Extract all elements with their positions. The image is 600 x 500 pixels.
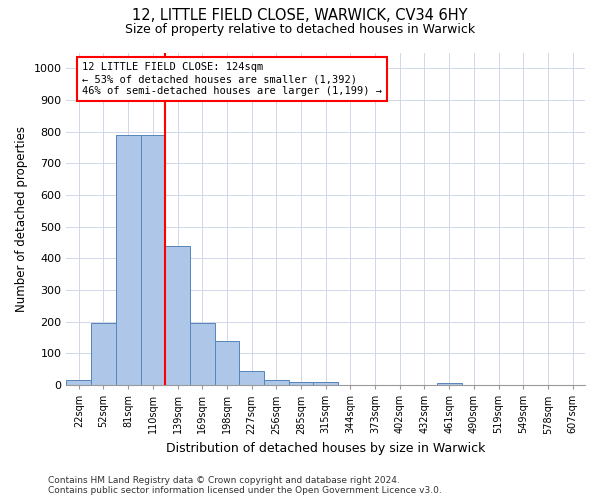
X-axis label: Distribution of detached houses by size in Warwick: Distribution of detached houses by size … xyxy=(166,442,485,455)
Bar xyxy=(239,371,264,385)
Text: 12 LITTLE FIELD CLOSE: 124sqm
← 53% of detached houses are smaller (1,392)
46% o: 12 LITTLE FIELD CLOSE: 124sqm ← 53% of d… xyxy=(82,62,382,96)
Bar xyxy=(313,382,338,385)
Bar xyxy=(67,380,91,385)
Bar xyxy=(190,324,215,385)
Text: Size of property relative to detached houses in Warwick: Size of property relative to detached ho… xyxy=(125,22,475,36)
Text: Contains HM Land Registry data © Crown copyright and database right 2024.
Contai: Contains HM Land Registry data © Crown c… xyxy=(48,476,442,495)
Bar xyxy=(289,382,313,385)
Text: 12, LITTLE FIELD CLOSE, WARWICK, CV34 6HY: 12, LITTLE FIELD CLOSE, WARWICK, CV34 6H… xyxy=(132,8,468,22)
Bar xyxy=(116,135,140,385)
Bar xyxy=(165,246,190,385)
Bar xyxy=(91,324,116,385)
Bar xyxy=(437,382,461,385)
Y-axis label: Number of detached properties: Number of detached properties xyxy=(15,126,28,312)
Bar xyxy=(140,135,165,385)
Bar xyxy=(215,341,239,385)
Bar xyxy=(264,380,289,385)
